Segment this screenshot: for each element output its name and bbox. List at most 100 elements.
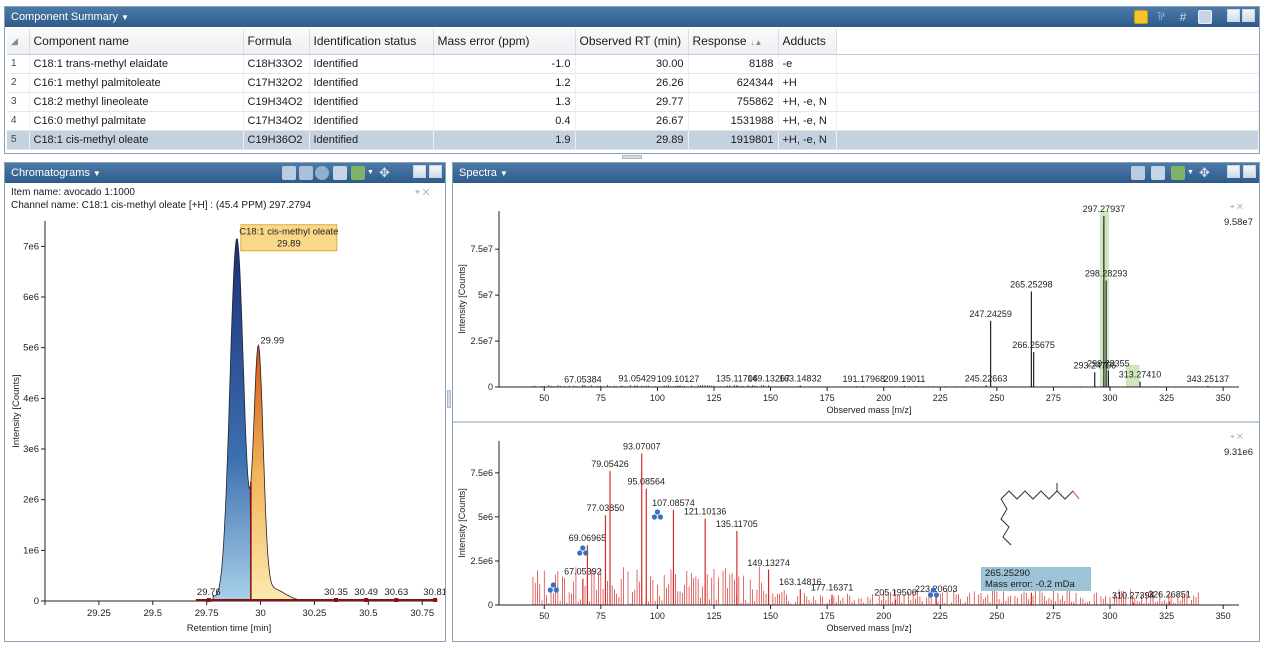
cell-filler (836, 54, 1259, 74)
x-axis-label: Observed mass [m/z] (826, 405, 911, 415)
x-tick-label: 125 (706, 611, 721, 621)
table-icon[interactable] (1151, 166, 1165, 180)
peak-label: 293.24756 (1073, 360, 1116, 370)
item-name-label: Item name: avocado 1:1000 (11, 187, 135, 198)
x-tick-label: 175 (820, 611, 835, 621)
table-row[interactable]: 5 C18:1 cis-methyl oleate C19H36O2 Identifi… (7, 130, 1259, 150)
table-row[interactable]: 1 C18:1 trans-methyl elaidate C18H33O2 Iden… (7, 54, 1259, 74)
chevron-down-icon: ▼ (92, 169, 101, 178)
peak-label: 69.06965 (569, 533, 607, 543)
col-mass-error[interactable]: Mass error (ppm) (433, 29, 576, 55)
cell-mass-error: 1.2 (433, 73, 576, 93)
table-row[interactable]: 2 C16:1 methyl palmitoleate C17H32O2 Identi… (7, 73, 1259, 93)
peak-label: 223.20603 (915, 584, 958, 594)
x-tick-label: 275 (1046, 611, 1061, 621)
chevron-down-icon: ▼ (121, 13, 129, 22)
cell-response: 1919801 (688, 130, 779, 150)
cell-adducts: +H (778, 73, 837, 93)
peak-marker (334, 598, 338, 602)
vertical-splitter[interactable] (447, 390, 451, 408)
peak-label: 91.05429 (618, 374, 656, 384)
peak-label: 109.10127 (657, 374, 700, 384)
spectra-panel: Spectra ▼ ▼ ✥ 67.05384 91.05429 109.10127 13… (452, 162, 1260, 642)
row-select-corner[interactable]: ◢ (7, 29, 30, 55)
highlight-band (1125, 364, 1140, 387)
minimize-button[interactable] (413, 165, 426, 178)
chromatograms-menu[interactable]: Chromatograms ▼ (11, 167, 101, 179)
y-tick-label: 7.5e7 (470, 244, 493, 254)
cell-component-name: C18:2 methyl lineoleate (29, 92, 244, 112)
col-formula[interactable]: Formula (243, 29, 310, 55)
peak-label: 313.27410 (1119, 369, 1162, 379)
x-tick-label: 225 (933, 393, 948, 403)
chevron-down-icon[interactable]: ▼ (1187, 169, 1194, 176)
y-tick-label: 0 (488, 600, 493, 610)
maximize-button[interactable] (1242, 9, 1255, 22)
zoom-icon[interactable] (1131, 166, 1145, 180)
row-index: 1 (7, 54, 30, 74)
spectra-menu[interactable]: Spectra ▼ (459, 167, 508, 179)
peak-callout-rt: 29.89 (277, 239, 301, 250)
peak-label: 298.28293 (1085, 268, 1128, 278)
cell-response: 755862 (688, 92, 779, 112)
table-icon[interactable] (333, 166, 347, 180)
layers-icon[interactable] (1171, 166, 1185, 180)
move-icon[interactable]: ✥ (1199, 165, 1210, 180)
col-component-name[interactable]: Component name (29, 29, 244, 55)
peak-label: 29.99 (260, 335, 284, 346)
chevron-down-icon[interactable]: ▼ (367, 169, 374, 176)
col-identification-status[interactable]: Identification status (309, 29, 434, 55)
peak-annotation: 29.76 (197, 587, 221, 598)
minimize-button[interactable] (1227, 165, 1240, 178)
fragment-icon (933, 592, 940, 598)
x-tick-label: 150 (763, 611, 778, 621)
pin-icon[interactable]: ⌖ ✕ (415, 187, 430, 197)
cell-filler (836, 111, 1259, 131)
horizontal-splitter[interactable] (622, 155, 642, 159)
col-observed-rt[interactable]: Observed RT (min) (575, 29, 689, 55)
fragment-icon (657, 514, 664, 520)
spectrum-bottom-chart: 67.05392 69.06965 77.03850 79.05426 93.07007… (457, 432, 1253, 633)
cell-response: 1531988 (688, 111, 779, 131)
peak-label: 95.08564 (628, 477, 666, 487)
x-tick-label: 29.25 (87, 608, 111, 619)
x-tick-label: 250 (989, 393, 1004, 403)
x-tick-label: 250 (989, 611, 1004, 621)
cell-formula: C19H36O2 (243, 130, 310, 150)
x-tick-label: 75 (596, 611, 606, 621)
maximize-button[interactable] (429, 165, 442, 178)
max-intensity-label: 9.31e6 (1224, 447, 1253, 458)
cell-filler (836, 73, 1259, 93)
component-summary-panel: Component Summary ▼ ⅌ # ◢ Component name … (4, 6, 1260, 154)
zoom-icon[interactable] (282, 166, 296, 180)
cell-observed-rt: 29.77 (575, 92, 689, 112)
export-icon[interactable] (1198, 10, 1212, 24)
peak-annotation: 30.81 (423, 587, 445, 598)
component-summary-menu[interactable]: Component Summary ▼ (11, 11, 129, 23)
x-tick-label: 50 (539, 611, 549, 621)
x-tick-label: 325 (1159, 393, 1174, 403)
y-tick-label: 1e6 (23, 545, 39, 556)
maximize-button[interactable] (1243, 165, 1256, 178)
table-row[interactable]: 4 C16:0 methyl palmitate C17H34O2 Identifie… (7, 111, 1259, 131)
mass-error-mz: 265.25290 (985, 568, 1030, 579)
peak-label: 163.14832 (779, 374, 822, 384)
refresh-icon[interactable] (315, 166, 329, 180)
filter-icon[interactable]: ⅌ (1157, 11, 1165, 23)
move-icon[interactable]: ✥ (379, 165, 390, 180)
y-tick-label: 7e6 (23, 241, 39, 252)
table-row[interactable]: 3 C18:2 methyl lineoleate C19H34O2 Identifi… (7, 92, 1259, 112)
cell-mass-error: 0.4 (433, 111, 576, 131)
pin-icon: ⌖ ✕ (1230, 432, 1243, 441)
x-tick-label: 50 (539, 393, 549, 403)
peak-area-cis-methyl-oleate (212, 238, 252, 602)
lock-icon[interactable] (1134, 10, 1148, 24)
col-response[interactable]: Response ↓▲ (688, 29, 779, 55)
peak-label: 93.07007 (623, 442, 661, 452)
overlay-icon[interactable] (299, 166, 313, 180)
minimize-button[interactable] (1227, 9, 1240, 22)
peak-label: 77.03850 (587, 503, 625, 513)
col-adducts[interactable]: Adducts (778, 29, 837, 55)
hash-icon[interactable]: # (1179, 10, 1187, 24)
layers-icon[interactable] (351, 166, 365, 180)
